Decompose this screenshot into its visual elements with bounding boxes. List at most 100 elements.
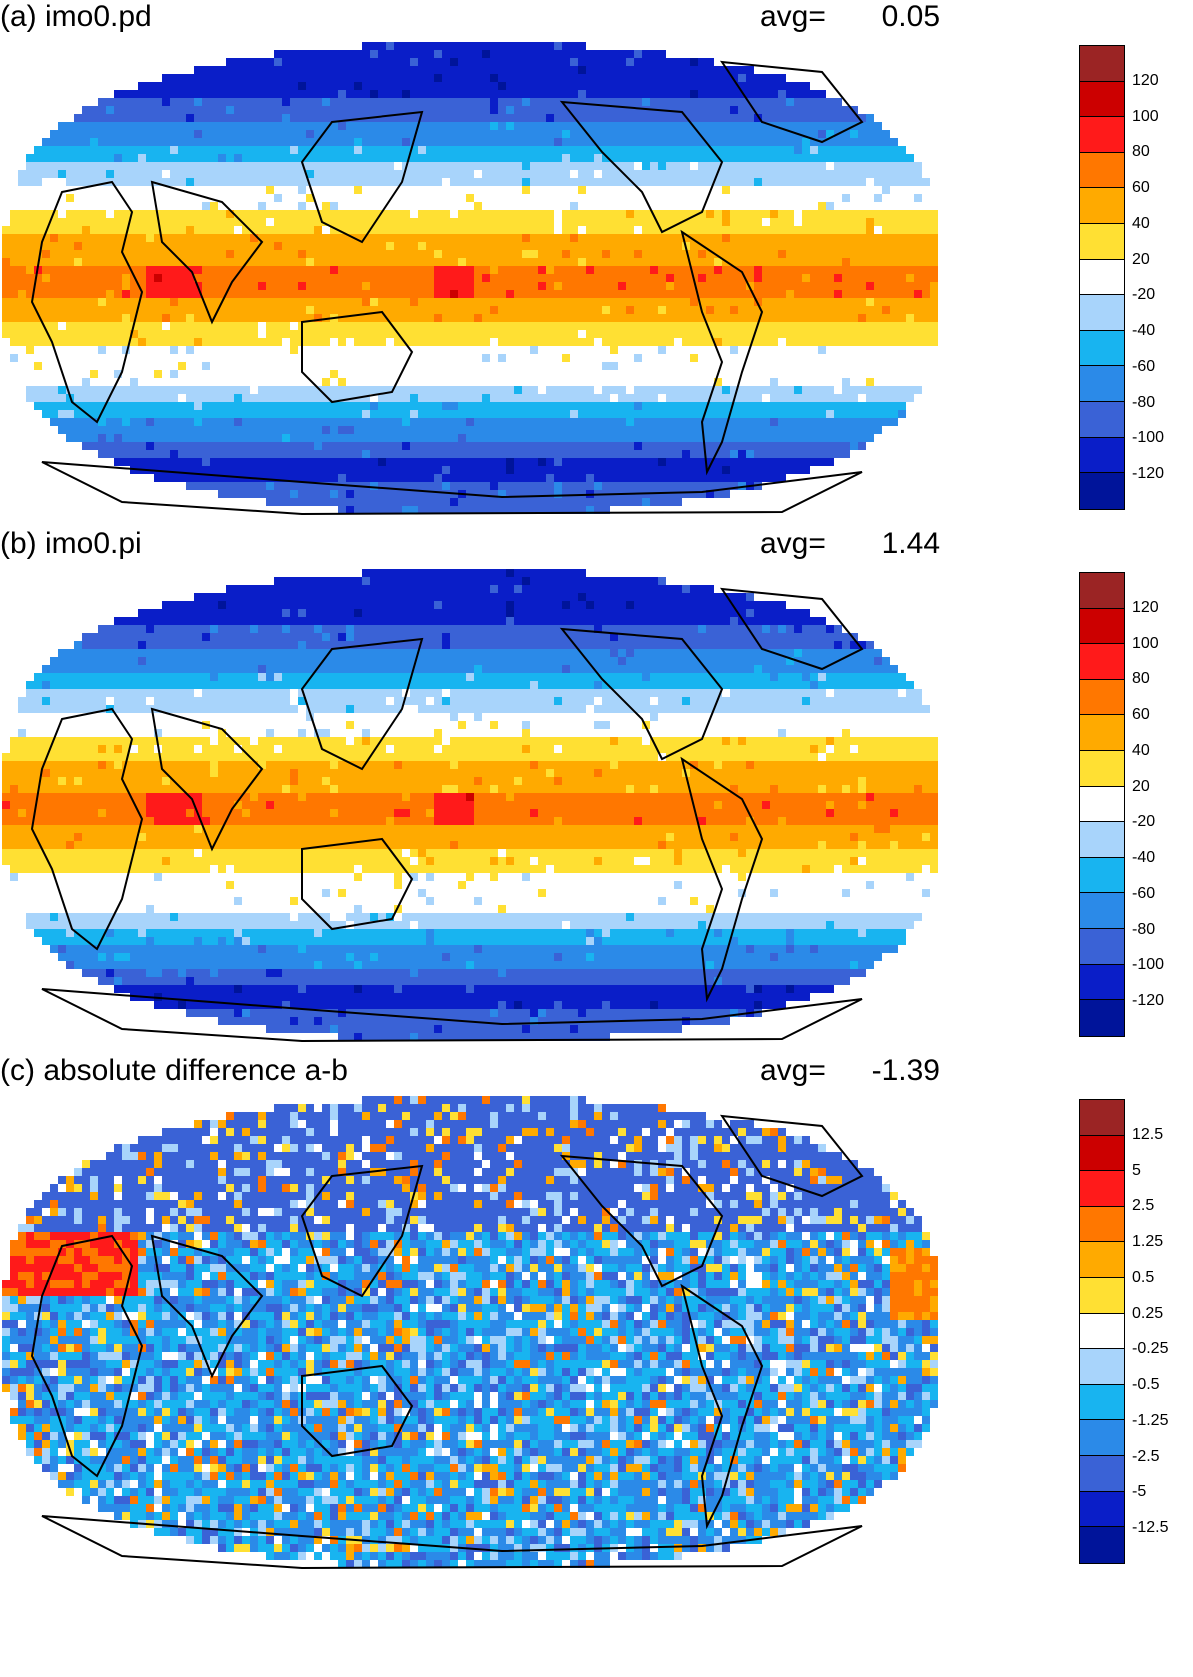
colorbar-tick-label: -20 — [1132, 286, 1156, 304]
panel-a: (a) imo0.pd avg= 0.05 120 100 80 60 40 20 -20 -… — [0, 0, 1193, 560]
colorbar-swatch — [1080, 679, 1124, 716]
coastline — [30, 180, 144, 424]
colorbar-tick-label: 120 — [1132, 71, 1159, 89]
colorbar-tick-label: 1.25 — [1132, 1233, 1164, 1251]
panel-c-average: avg= -1.39 — [760, 1054, 940, 1088]
map-cells — [2, 42, 938, 514]
colorbar-swatch — [1080, 1527, 1124, 1563]
coastline — [30, 1234, 144, 1478]
colorbar-swatch — [1080, 1491, 1124, 1528]
colorbar-tick-label: -80 — [1132, 393, 1156, 411]
colorbar-tick-label: 12.5 — [1132, 1125, 1164, 1143]
coastline — [680, 756, 764, 1003]
colorbar-tick-label: -0.25 — [1132, 1340, 1169, 1358]
colorbar-swatch — [1080, 1135, 1124, 1172]
coastline — [30, 707, 144, 951]
colorbar-swatch — [1080, 259, 1124, 296]
coastline — [301, 837, 414, 931]
colorbar-tick-label: -2.5 — [1132, 1447, 1160, 1465]
map-cells — [2, 1096, 938, 1568]
colorbar-tick-label: -100 — [1132, 956, 1165, 974]
colorbar-swatch — [1080, 295, 1124, 331]
avg-value: -1.39 — [871, 1054, 940, 1087]
coastline — [150, 707, 264, 852]
coastline — [719, 587, 864, 671]
map-b — [2, 569, 938, 1043]
colorbar-swatch — [1080, 1349, 1124, 1385]
colorbar-tick-label: 0.5 — [1132, 1268, 1155, 1286]
colorbar-tick-label: -80 — [1132, 920, 1156, 938]
colorbar-tick-label: 0.25 — [1132, 1304, 1164, 1322]
coastline — [719, 1114, 864, 1198]
colorbar-tick-label: 100 — [1132, 634, 1159, 652]
colorbar-tick-label: -5 — [1132, 1483, 1147, 1501]
colorbar-tick-label: 80 — [1132, 143, 1150, 161]
coastline — [680, 1283, 764, 1530]
coastline — [301, 1364, 414, 1458]
colorbar-b — [1079, 572, 1125, 1037]
colorbar-swatch — [1080, 1456, 1124, 1492]
colorbar-swatch — [1080, 573, 1124, 609]
colorbar-swatch — [1080, 715, 1124, 752]
colorbar-tick-label: 120 — [1132, 598, 1159, 616]
colorbar-swatch — [1080, 81, 1124, 118]
colorbar-swatch — [1080, 929, 1124, 965]
colorbar-tick-label: 2.5 — [1132, 1197, 1155, 1215]
colorbar-tick-label: 60 — [1132, 179, 1150, 197]
coastline — [300, 110, 424, 244]
colorbar-tick-label: -20 — [1132, 813, 1156, 831]
colorbar-swatch — [1080, 188, 1124, 225]
colorbar-tick-label: 40 — [1132, 741, 1150, 759]
colorbar-tick-label: -0.5 — [1132, 1376, 1160, 1394]
colorbar-tick-label: -60 — [1132, 884, 1156, 902]
colorbar-tick-label: -40 — [1132, 849, 1156, 867]
panel-a-average: avg= 0.05 — [760, 0, 940, 34]
colorbar-swatch — [1080, 1000, 1124, 1036]
colorbar-swatch — [1080, 1100, 1124, 1136]
colorbar-swatch — [1080, 402, 1124, 438]
colorbar-swatch — [1080, 1278, 1124, 1314]
avg-label: avg= — [760, 0, 826, 33]
coastline — [301, 310, 414, 404]
colorbar-tick-label: -120 — [1132, 992, 1165, 1010]
map-c — [2, 1096, 938, 1570]
colorbar-swatch — [1080, 644, 1124, 680]
colorbar-swatch — [1080, 224, 1124, 260]
coastline — [41, 988, 863, 1043]
colorbar-swatch — [1080, 1171, 1124, 1207]
avg-value: 1.44 — [881, 527, 940, 560]
colorbar-swatch — [1080, 473, 1124, 509]
colorbar-tick-label: 40 — [1132, 214, 1150, 232]
colorbar-swatch — [1080, 1206, 1124, 1243]
colorbar-swatch — [1080, 786, 1124, 823]
coastline — [41, 1515, 863, 1570]
colorbar-tick-label: -120 — [1132, 465, 1165, 483]
panel-a-title: (a) imo0.pd — [0, 0, 152, 33]
avg-value: 0.05 — [881, 0, 940, 33]
colorbar-swatch — [1080, 1420, 1124, 1457]
colorbar-a — [1079, 45, 1125, 510]
colorbar-tick-label: -100 — [1132, 429, 1165, 447]
colorbar-tick-label: -12.5 — [1132, 1519, 1169, 1537]
colorbar-swatch — [1080, 1242, 1124, 1279]
coastline — [150, 180, 264, 325]
colorbar-swatch — [1080, 117, 1124, 153]
colorbar-swatch — [1080, 857, 1124, 894]
colorbar-tick-label: 20 — [1132, 777, 1150, 795]
colorbar-swatch — [1080, 1313, 1124, 1350]
coastline — [559, 100, 724, 234]
colorbar-tick-label: -1.25 — [1132, 1411, 1169, 1429]
colorbar-swatch — [1080, 751, 1124, 787]
colorbar-b-ticks: 120 100 80 60 40 20 -20 -40 -60 -80 -100 -120 — [1132, 572, 1192, 1037]
colorbar-swatch — [1080, 437, 1124, 474]
avg-label: avg= — [760, 527, 826, 560]
coastline — [680, 229, 764, 476]
colorbar-tick-label: 20 — [1132, 250, 1150, 268]
coastline — [150, 1234, 264, 1379]
panel-c: (c) absolute difference a-b avg= -1.39 1… — [0, 1054, 1193, 1674]
colorbar-tick-label: 100 — [1132, 107, 1159, 125]
colorbar-tick-label: -60 — [1132, 357, 1156, 375]
coastline — [559, 1154, 724, 1288]
colorbar-swatch — [1080, 822, 1124, 858]
avg-label: avg= — [760, 1054, 826, 1087]
